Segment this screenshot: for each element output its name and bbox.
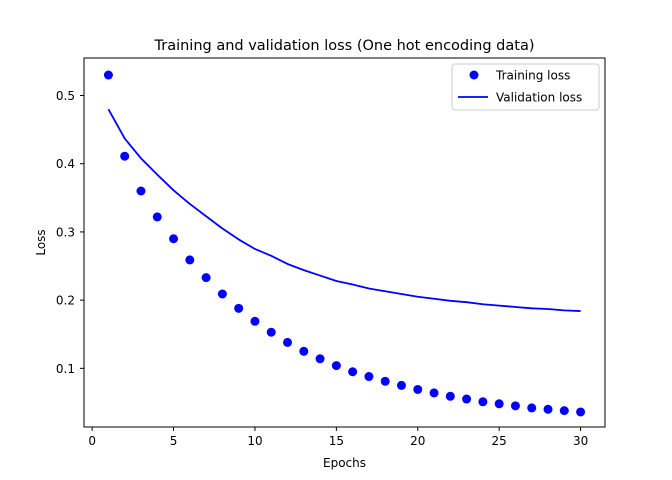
data-point-training-loss	[299, 346, 309, 356]
data-point-training-loss	[559, 406, 569, 416]
y-tick-label: 0.1	[56, 362, 75, 376]
data-point-training-loss	[103, 70, 113, 80]
data-point-training-loss	[185, 255, 195, 265]
y-tick-label: 0.5	[56, 89, 75, 103]
series-layer	[103, 70, 586, 417]
y-tick-label: 0.2	[56, 294, 75, 308]
data-point-training-loss	[120, 151, 130, 161]
y-axis-ticks: 0.1 0.2 0.3 0.4 0.5	[56, 89, 84, 376]
data-point-training-loss	[250, 316, 260, 326]
data-point-training-loss	[169, 234, 179, 244]
data-point-training-loss	[494, 399, 504, 409]
data-point-training-loss	[348, 367, 358, 377]
legend-box	[451, 63, 600, 111]
data-point-training-loss	[462, 394, 472, 404]
y-tick-label: 0.4	[56, 157, 75, 171]
data-point-training-loss	[364, 372, 374, 382]
chart-title: Training and validation loss (One hot en…	[154, 38, 535, 54]
data-point-training-loss	[266, 327, 276, 337]
data-point-training-loss	[429, 388, 439, 398]
x-axis-ticks: 0 5 10 15 20 25 30	[88, 427, 588, 448]
y-tick-label: 0.3	[56, 225, 75, 239]
data-point-training-loss	[478, 397, 488, 407]
legend: Training loss Validation loss	[451, 63, 600, 111]
data-point-training-loss	[510, 401, 520, 411]
x-tick-label: 20	[410, 434, 425, 448]
data-point-training-loss	[217, 289, 227, 299]
legend-marker-training-loss	[469, 70, 479, 80]
plot-area	[83, 57, 606, 428]
x-tick-label: 30	[573, 434, 588, 448]
legend-label-validation-loss: Validation loss	[496, 91, 582, 105]
data-point-training-loss	[234, 303, 244, 313]
legend-label-training-loss: Training loss	[495, 69, 570, 83]
x-tick-label: 0	[88, 434, 96, 448]
x-axis-label: Epochs	[323, 456, 366, 470]
data-point-training-loss	[527, 403, 537, 413]
x-tick-label: 10	[247, 434, 262, 448]
y-axis-label: Loss	[34, 229, 48, 255]
data-point-training-loss	[201, 273, 211, 283]
data-point-training-loss	[396, 380, 406, 390]
series-line-validation-loss	[107, 108, 581, 312]
x-tick-label: 5	[170, 434, 178, 448]
data-point-training-loss	[380, 376, 390, 386]
data-point-training-loss	[576, 407, 586, 417]
data-point-training-loss	[543, 404, 553, 414]
data-point-training-loss	[331, 361, 341, 371]
x-tick-label: 25	[492, 434, 507, 448]
data-point-training-loss	[283, 337, 293, 347]
data-point-training-loss	[136, 186, 146, 196]
data-point-training-loss	[413, 384, 423, 394]
data-point-training-loss	[152, 212, 162, 222]
data-point-training-loss	[445, 391, 455, 401]
x-tick-label: 15	[329, 434, 344, 448]
data-point-training-loss	[315, 354, 325, 364]
